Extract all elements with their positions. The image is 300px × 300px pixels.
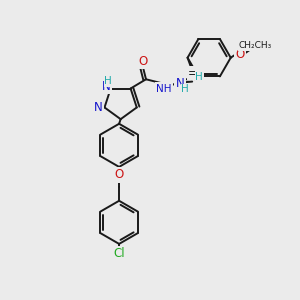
- Text: =: =: [187, 67, 197, 80]
- Text: O: O: [115, 168, 124, 181]
- Text: O: O: [235, 48, 244, 61]
- Text: NH: NH: [156, 83, 172, 94]
- Text: CH₂CH₃: CH₂CH₃: [239, 41, 272, 50]
- Text: N: N: [176, 77, 184, 90]
- Text: H: H: [182, 84, 189, 94]
- Text: N: N: [102, 80, 110, 93]
- Text: H: H: [195, 72, 203, 82]
- Text: H: H: [104, 76, 112, 86]
- Text: Cl: Cl: [113, 248, 125, 260]
- Text: N: N: [94, 101, 103, 114]
- Text: O: O: [138, 55, 148, 68]
